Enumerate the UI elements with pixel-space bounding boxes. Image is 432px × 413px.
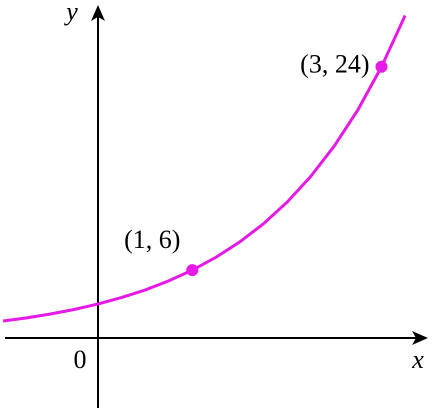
origin-label: 0 [74, 345, 87, 374]
point [186, 264, 199, 277]
point [375, 60, 388, 73]
x-axis-label: x [411, 345, 424, 374]
axes [5, 5, 428, 408]
point-label: (1, 6) [124, 225, 180, 254]
y-axis-label: y [63, 0, 78, 26]
y-arrow [91, 5, 105, 21]
point-label: (3, 24) [300, 50, 369, 79]
curve [2, 14, 407, 323]
x-arrow [412, 331, 428, 345]
